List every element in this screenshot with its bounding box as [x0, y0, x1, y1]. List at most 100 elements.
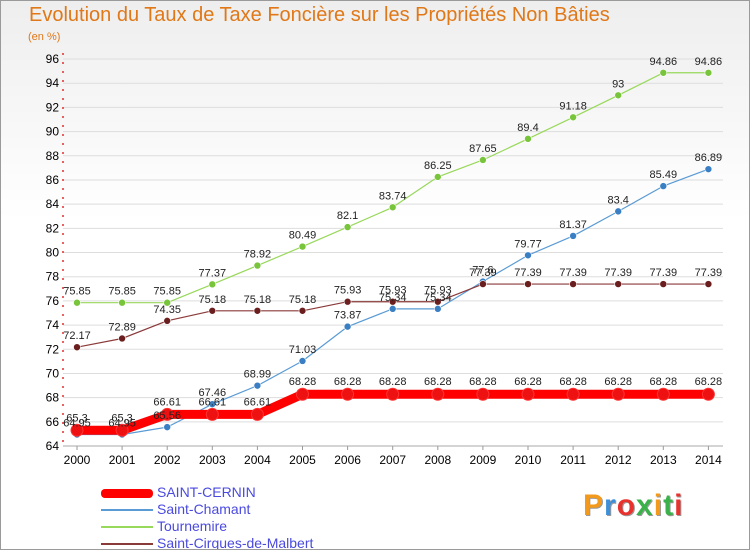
y-tick-label: 74 [46, 318, 60, 332]
data-label-saint-chamant: 71.03 [289, 344, 317, 356]
data-point-saint-cernin [341, 387, 355, 401]
chart-title: Evolution du Taux de Taxe Foncière sur l… [29, 4, 610, 26]
axes: 64 66 68 70 72 74 76 78 80 82 84 86 88 90 92 94 96 2000 20… [46, 52, 723, 467]
data-point-saint-cernin [205, 407, 219, 421]
data-point-saint-chamant [433, 305, 442, 313]
data-point-saint-cirgues-de-malbert [388, 297, 397, 306]
y-tick-label: 66 [46, 415, 60, 429]
data-label-saint-cirgues-de-malbert: 75.18 [289, 294, 317, 306]
data-point-tournemire [163, 298, 171, 307]
data-label-tournemire: 80.49 [289, 230, 317, 242]
data-label-saint-cirgues-de-malbert: 72.89 [108, 321, 136, 333]
data-point-saint-cernin [656, 387, 670, 401]
data-label-saint-cirgues-de-malbert: 77.39 [469, 267, 497, 279]
x-tick-label: 2014 [695, 453, 722, 467]
data-label-tournemire: 89.4 [517, 122, 538, 134]
data-label-tournemire: 77.37 [199, 267, 227, 279]
x-tick-label: 2009 [470, 453, 497, 467]
data-point-saint-chamant [163, 423, 171, 431]
data-label-saint-cernin: 68.28 [424, 376, 452, 388]
y-tick-label: 72 [46, 342, 60, 356]
data-label-saint-cirgues-de-malbert: 74.35 [153, 304, 181, 316]
data-label-saint-cernin: 68.28 [289, 376, 317, 388]
data-label-saint-cernin: 68.28 [514, 376, 542, 388]
data-label-tournemire: 91.18 [559, 100, 587, 112]
data-label-saint-cirgues-de-malbert: 75.93 [334, 285, 362, 297]
data-label-saint-cirgues-de-malbert: 77.39 [604, 267, 632, 279]
data-point-saint-cirgues-de-malbert [208, 306, 217, 315]
data-label-saint-cirgues-de-malbert: 75.93 [424, 285, 452, 297]
data-point-saint-cirgues-de-malbert [659, 280, 668, 288]
data-label-saint-chamant: 86.89 [695, 152, 723, 164]
data-label-saint-chamant: 75.34 [379, 292, 407, 304]
data-label-saint-chamant: 85.49 [650, 169, 678, 181]
data-point-saint-cernin [160, 407, 174, 421]
data-point-tournemire [479, 156, 487, 164]
legend-swatch [101, 526, 153, 528]
data-point-saint-chamant [253, 381, 262, 390]
data-point-saint-chamant [343, 322, 352, 331]
data-point-saint-chamant [208, 400, 217, 408]
x-tick-label: 2007 [379, 453, 406, 467]
x-tick-label: 2003 [199, 453, 226, 467]
y-tick-label: 90 [46, 125, 60, 139]
data-label-saint-chamant: 83.4 [607, 194, 628, 206]
data-label-saint-cirgues-de-malbert: 77.39 [514, 267, 542, 279]
x-tick-label: 2008 [424, 453, 451, 467]
data-label-tournemire: 75.85 [153, 286, 181, 298]
data-point-saint-cirgues-de-malbert [524, 280, 532, 288]
data-point-saint-cirgues-de-malbert [73, 343, 81, 351]
data-point-saint-cernin [250, 407, 264, 421]
data-point-saint-cirgues-de-malbert [253, 306, 262, 315]
y-tick-label: 84 [46, 197, 60, 211]
data-point-saint-chamant [704, 165, 713, 173]
legend-label: Saint-Cirgues-de-Malbert [157, 535, 314, 550]
x-tick-label: 2013 [650, 453, 677, 467]
y-tick-label: 96 [46, 52, 60, 66]
data-point-tournemire [388, 203, 397, 212]
proxiti-logo: Proxiti [583, 489, 683, 523]
y-tick-label: 82 [46, 221, 60, 235]
y-tick-label: 88 [46, 149, 60, 163]
x-tick-label: 2002 [154, 453, 181, 467]
data-point-tournemire [253, 261, 262, 270]
legend-label: Saint-Chamant [157, 501, 251, 517]
data-label-saint-cirgues-de-malbert: 77.39 [695, 267, 723, 279]
data-label-saint-chamant: 64.95 [108, 418, 136, 430]
logo-letter: o [616, 489, 637, 522]
data-point-saint-cirgues-de-malbert [343, 297, 352, 306]
data-label-saint-cernin: 68.28 [469, 376, 497, 388]
data-point-saint-cirgues-de-malbert [479, 280, 487, 288]
data-point-saint-cirgues-de-malbert [614, 280, 623, 288]
x-tick-label: 2006 [334, 453, 361, 467]
data-point-tournemire [118, 298, 126, 307]
x-tick-label: 2010 [515, 453, 542, 467]
y-tick-label: 76 [46, 294, 60, 308]
y-tick-label: 78 [46, 270, 60, 284]
y-tick-label: 94 [46, 76, 60, 90]
data-label-tournemire: 75.85 [63, 286, 91, 298]
data-point-saint-chamant [298, 357, 307, 365]
data-point-saint-cirgues-de-malbert [569, 280, 577, 288]
x-tick-label: 2005 [289, 453, 316, 467]
logo-letter: t [663, 489, 675, 522]
data-label-saint-cernin: 68.28 [604, 376, 632, 388]
y-tick-label: 86 [46, 173, 60, 187]
data-labels: 64.95 64.95 65.56 67.46 68.99 71.03 73.87 75.34… [63, 56, 722, 430]
data-point-tournemire [524, 135, 532, 143]
x-tick-label: 2011 [560, 453, 586, 467]
legend-swatch [101, 509, 153, 511]
data-point-tournemire [343, 223, 352, 231]
data-point-tournemire [433, 173, 442, 181]
data-label-saint-cernin: 68.28 [379, 376, 407, 388]
logo-letter: x [636, 489, 654, 522]
logo-letter: P [583, 489, 605, 522]
x-tick-label: 2001 [109, 453, 136, 467]
data-label-saint-chamant: 79.77 [514, 238, 542, 250]
data-label-saint-chamant: 81.37 [559, 219, 587, 231]
data-point-saint-chamant [659, 182, 668, 190]
data-label-saint-cirgues-de-malbert: 72.17 [63, 330, 91, 342]
data-point-saint-cernin [701, 387, 715, 401]
